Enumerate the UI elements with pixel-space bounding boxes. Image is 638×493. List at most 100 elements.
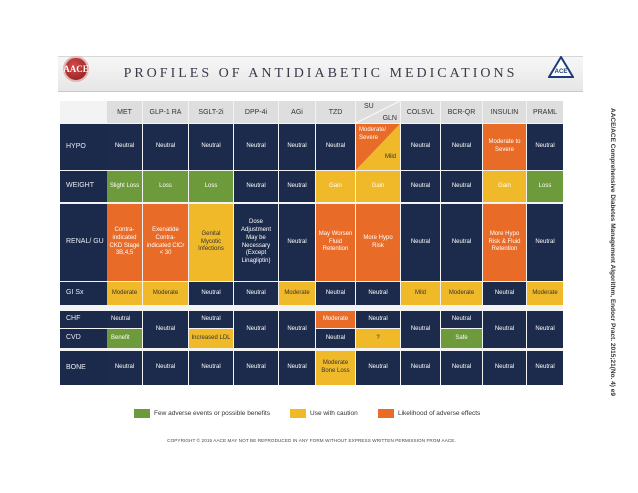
cell-bone-tzd: Moderate Bone Loss <box>316 351 355 385</box>
cell-gi-insulin: Neutral <box>483 282 526 305</box>
cell-hypo-dpp4i: Neutral <box>234 124 278 170</box>
cell-gi-dpp4i: Neutral <box>234 282 278 305</box>
cell-chf-sglt2i: Neutral <box>189 311 233 328</box>
cell-weight-sglt2i: Loss <box>189 171 233 202</box>
cell-bone-dpp4i: Neutral <box>234 351 278 385</box>
cell-chf-cvd-dpp4i: Neutral <box>234 311 278 348</box>
row-label-chf: CHF <box>60 311 107 328</box>
cell-renal-bcrqr: Neutral <box>441 204 482 281</box>
cell-chf-cvd-insulin: Neutral <box>483 311 526 348</box>
cell-renal-tzd: May Worsen Fluid Retention <box>316 204 355 281</box>
cell-chf-cvd-colsvl: Neutral <box>401 311 440 348</box>
row-label-weight: WEIGHT <box>60 171 107 202</box>
cell-gi-colsvl: Mild <box>401 282 440 305</box>
cell-bone-met: Neutral <box>107 351 142 385</box>
cell-bone-agi: Neutral <box>279 351 315 385</box>
cell-cvd-su-gln: ? <box>356 329 400 348</box>
cell-gi-glp1ra: Moderate <box>143 282 188 305</box>
title-banner: PROFILES OF ANTIDIABETIC MEDICATIONS <box>58 56 583 92</box>
cell-cvd-bcrqr: Safe <box>441 329 482 348</box>
cell-renal-sglt2i: Genital Mycotic Infections <box>189 204 233 281</box>
cell-gi-su-gln: Neutral <box>356 282 400 305</box>
cell-renal-su-gln: More Hypo Risk <box>356 204 400 281</box>
cell-bone-colsvl: Neutral <box>401 351 440 385</box>
cell-bone-praml: Neutral <box>527 351 563 385</box>
row-label-bone: BONE <box>60 351 107 385</box>
col-header-su-gln: SU GLN <box>356 101 400 123</box>
cell-chf-met: Neutral <box>107 311 142 328</box>
legend-adverse: Likelihood of adverse effects <box>378 407 480 420</box>
col-header-insulin: INSULIN <box>483 101 526 123</box>
cell-renal-colsvl: Neutral <box>401 204 440 281</box>
cell-weight-praml: Loss <box>527 171 563 202</box>
cell-chf-su-gln: Neutral <box>356 311 400 328</box>
cell-renal-dpp4i: Dose Adjustment May be Necessary (Except… <box>234 204 278 281</box>
cell-renal-praml: Neutral <box>527 204 563 281</box>
cell-chf-cvd-agi: Neutral <box>279 311 315 348</box>
col-header-su: SU <box>364 103 374 110</box>
cell-bone-insulin: Neutral <box>483 351 526 385</box>
legend-label-adverse: Likelihood of adverse effects <box>398 410 481 417</box>
cell-chf-cvd-glp1ra: Neutral <box>143 311 188 348</box>
col-header-praml: PRAML <box>527 101 563 123</box>
row-label-hypo: HYPO <box>60 124 107 170</box>
cell-hypo-su-gln-split <box>356 124 400 170</box>
cell-cvd-tzd: Neutral <box>316 329 355 348</box>
legend-label-caution: Use with caution <box>310 410 358 417</box>
cell-hypo-agi: Neutral <box>279 124 315 170</box>
cell-renal-met: Contra-indicated CKD Stage 3B,4,5 <box>107 204 142 281</box>
cell-hypo-glp1ra: Neutral <box>143 124 188 170</box>
cell-weight-su-gln: Gain <box>356 171 400 202</box>
cell-gi-praml: Moderate <box>527 282 563 305</box>
cell-weight-bcrqr: Neutral <box>441 171 482 202</box>
cell-chf-bcrqr: Neutral <box>441 311 482 328</box>
cell-hypo-su-gln: Moderate/ Severe Mild <box>356 124 400 170</box>
row-label-gi: GI Sx <box>60 282 107 305</box>
col-header-agi: AGi <box>279 101 315 123</box>
cell-chf-tzd: Moderate <box>316 311 355 328</box>
cell-weight-insulin: Gain <box>483 171 526 202</box>
cell-cvd-sglt2i: Increased LDL <box>189 329 233 348</box>
cell-gi-agi: Moderate <box>279 282 315 305</box>
cell-chf-cvd-praml: Neutral <box>527 311 563 348</box>
cell-hypo-insulin: Moderate to Severe <box>483 124 526 170</box>
ace-logo: ACE <box>548 56 574 78</box>
col-header-colsvl: COLSVL <box>401 101 440 123</box>
row-label-cvd: CVD <box>60 329 107 348</box>
cell-bone-su-gln: Neutral <box>356 351 400 385</box>
cell-hypo-met: Neutral <box>107 124 142 170</box>
legend-swatch-yellow <box>290 409 306 418</box>
col-header-tzd: TZD <box>316 101 355 123</box>
cell-weight-met: Slight Loss <box>107 171 142 202</box>
cell-bone-sglt2i: Neutral <box>189 351 233 385</box>
col-header-gln: GLN <box>382 115 397 122</box>
aace-logo: AACE <box>63 56 89 82</box>
cell-gi-tzd: Neutral <box>316 282 355 305</box>
col-header-dpp4i: DPP-4i <box>234 101 278 123</box>
cell-gi-bcrqr: Moderate <box>441 282 482 305</box>
cell-hypo-tzd: Neutral <box>316 124 355 170</box>
cell-renal-agi: Neutral <box>279 204 315 281</box>
cell-gi-sglt2i: Neutral <box>189 282 233 305</box>
cell-cvd-met: Benefit <box>107 329 142 348</box>
cell-hypo-sglt2i: Neutral <box>189 124 233 170</box>
citation: AACE/ACE Comprehensive Diabetes Manageme… <box>609 108 616 397</box>
legend-swatch-orange <box>378 409 394 418</box>
header-diagonal <box>356 101 400 123</box>
legend-caution: Use with caution <box>290 407 358 420</box>
cell-weight-agi: Neutral <box>279 171 315 202</box>
cell-hypo-gln: Mild <box>384 154 396 160</box>
legend-label-benefit: Few adverse events or possible benefits <box>154 410 270 417</box>
cell-bone-bcrqr: Neutral <box>441 351 482 385</box>
cell-weight-tzd: Gain <box>316 171 355 202</box>
col-header-sglt2i: SGLT-2i <box>189 101 233 123</box>
copyright-notice: COPYRIGHT © 2015 AACE MAY NOT BE REPRODU… <box>167 438 456 443</box>
legend-benefit: Few adverse events or possible benefits <box>134 407 270 420</box>
cell-hypo-praml: Neutral <box>527 124 563 170</box>
cell-weight-dpp4i: Neutral <box>234 171 278 202</box>
legend-swatch-green <box>134 409 150 418</box>
cell-weight-colsvl: Neutral <box>401 171 440 202</box>
page-title: PROFILES OF ANTIDIABETIC MEDICATIONS <box>123 66 518 81</box>
cell-renal-glp1ra: Exenatide Contra-indicated ClCr < 30 <box>143 204 188 281</box>
